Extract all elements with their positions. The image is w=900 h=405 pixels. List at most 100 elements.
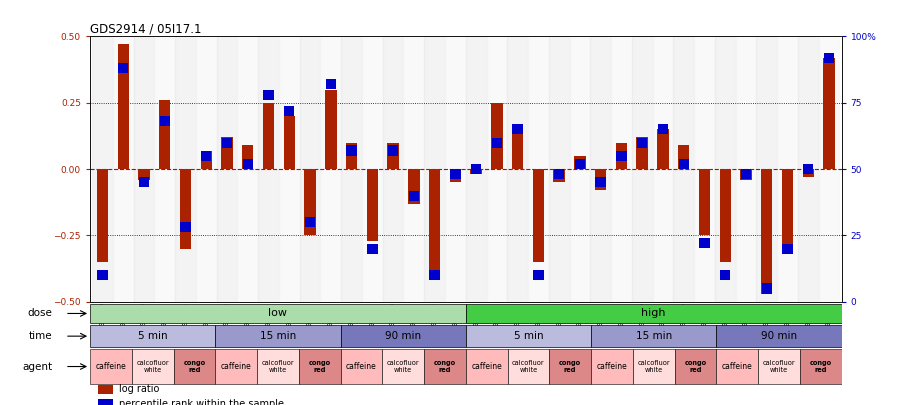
Bar <box>196 36 217 302</box>
Bar <box>243 159 253 169</box>
Bar <box>118 63 129 73</box>
Bar <box>257 349 299 384</box>
Text: percentile rank within the sample: percentile rank within the sample <box>119 399 284 405</box>
Bar <box>616 143 627 169</box>
Bar <box>741 169 751 180</box>
Bar <box>720 270 731 280</box>
Bar <box>300 36 320 302</box>
Text: caffeine: caffeine <box>722 362 752 371</box>
Bar <box>761 169 772 294</box>
Bar <box>719 169 731 262</box>
Bar <box>238 36 258 302</box>
Bar <box>304 169 316 235</box>
Bar <box>155 36 176 302</box>
Text: GDS2914 / 05I17.1: GDS2914 / 05I17.1 <box>90 22 202 35</box>
Bar <box>96 169 108 262</box>
Bar <box>632 36 652 302</box>
Text: calcofluor
white: calcofluor white <box>762 360 796 373</box>
Text: congo
red: congo red <box>684 360 706 373</box>
Bar <box>466 304 842 323</box>
Bar <box>382 36 403 302</box>
Bar <box>798 36 819 302</box>
Bar <box>305 217 315 227</box>
Bar <box>98 399 113 405</box>
Bar <box>466 325 591 347</box>
Bar <box>409 191 419 200</box>
Bar <box>512 124 524 169</box>
Text: 15 min: 15 min <box>635 330 671 341</box>
Bar <box>346 143 357 169</box>
Bar <box>636 137 648 169</box>
Bar <box>279 36 300 302</box>
Bar <box>92 36 112 302</box>
Text: calcofluor
white: calcofluor white <box>387 360 419 373</box>
Bar <box>424 36 445 302</box>
Bar <box>471 164 482 174</box>
Bar <box>735 36 756 302</box>
Bar <box>674 349 716 384</box>
Bar <box>819 36 840 302</box>
Bar <box>382 349 424 384</box>
Bar <box>97 270 108 280</box>
Bar <box>326 79 336 89</box>
Bar <box>512 124 523 134</box>
Bar <box>346 145 356 156</box>
Bar <box>756 36 777 302</box>
Bar <box>174 349 215 384</box>
Bar <box>159 116 170 126</box>
Text: caffeine: caffeine <box>220 362 251 371</box>
Bar <box>633 349 674 384</box>
Text: agent: agent <box>22 362 52 371</box>
Text: dose: dose <box>28 309 52 318</box>
Bar <box>471 169 482 175</box>
Text: congo
red: congo red <box>184 360 205 373</box>
Bar <box>616 151 626 161</box>
Text: calcofluor
white: calcofluor white <box>262 360 294 373</box>
Bar <box>715 36 735 302</box>
Bar <box>90 349 131 384</box>
Bar <box>466 36 487 302</box>
Bar <box>340 325 466 347</box>
Bar <box>611 36 632 302</box>
Bar <box>679 159 688 169</box>
Bar <box>403 36 424 302</box>
Bar <box>491 138 502 147</box>
Bar <box>284 116 295 169</box>
Bar <box>595 169 607 190</box>
Bar <box>429 169 440 275</box>
Bar <box>657 129 669 169</box>
Bar <box>450 169 461 179</box>
Bar <box>575 159 585 169</box>
Bar <box>678 145 689 169</box>
Bar <box>637 138 647 147</box>
Bar <box>284 106 294 116</box>
Bar <box>159 100 170 169</box>
Bar <box>761 284 772 294</box>
Text: congo
red: congo red <box>559 360 581 373</box>
Text: 5 min: 5 min <box>138 330 167 341</box>
Text: congo
red: congo red <box>434 360 456 373</box>
Bar <box>408 169 419 204</box>
Bar <box>824 58 835 169</box>
Bar <box>366 169 378 241</box>
Bar <box>698 169 710 235</box>
Bar <box>221 137 233 169</box>
Bar <box>320 36 341 302</box>
Bar <box>139 169 149 180</box>
Bar <box>388 145 399 156</box>
Bar <box>176 36 196 302</box>
Bar <box>777 36 798 302</box>
Bar <box>487 36 508 302</box>
Bar <box>574 156 586 169</box>
Text: calcofluor
white: calcofluor white <box>136 360 169 373</box>
Bar <box>658 124 668 134</box>
Bar <box>803 169 814 177</box>
Bar <box>387 143 399 169</box>
Bar <box>694 36 715 302</box>
Bar <box>716 325 842 347</box>
Bar <box>445 36 466 302</box>
Bar <box>139 177 149 188</box>
Bar <box>242 145 254 169</box>
Bar <box>508 36 528 302</box>
Bar <box>533 169 544 262</box>
